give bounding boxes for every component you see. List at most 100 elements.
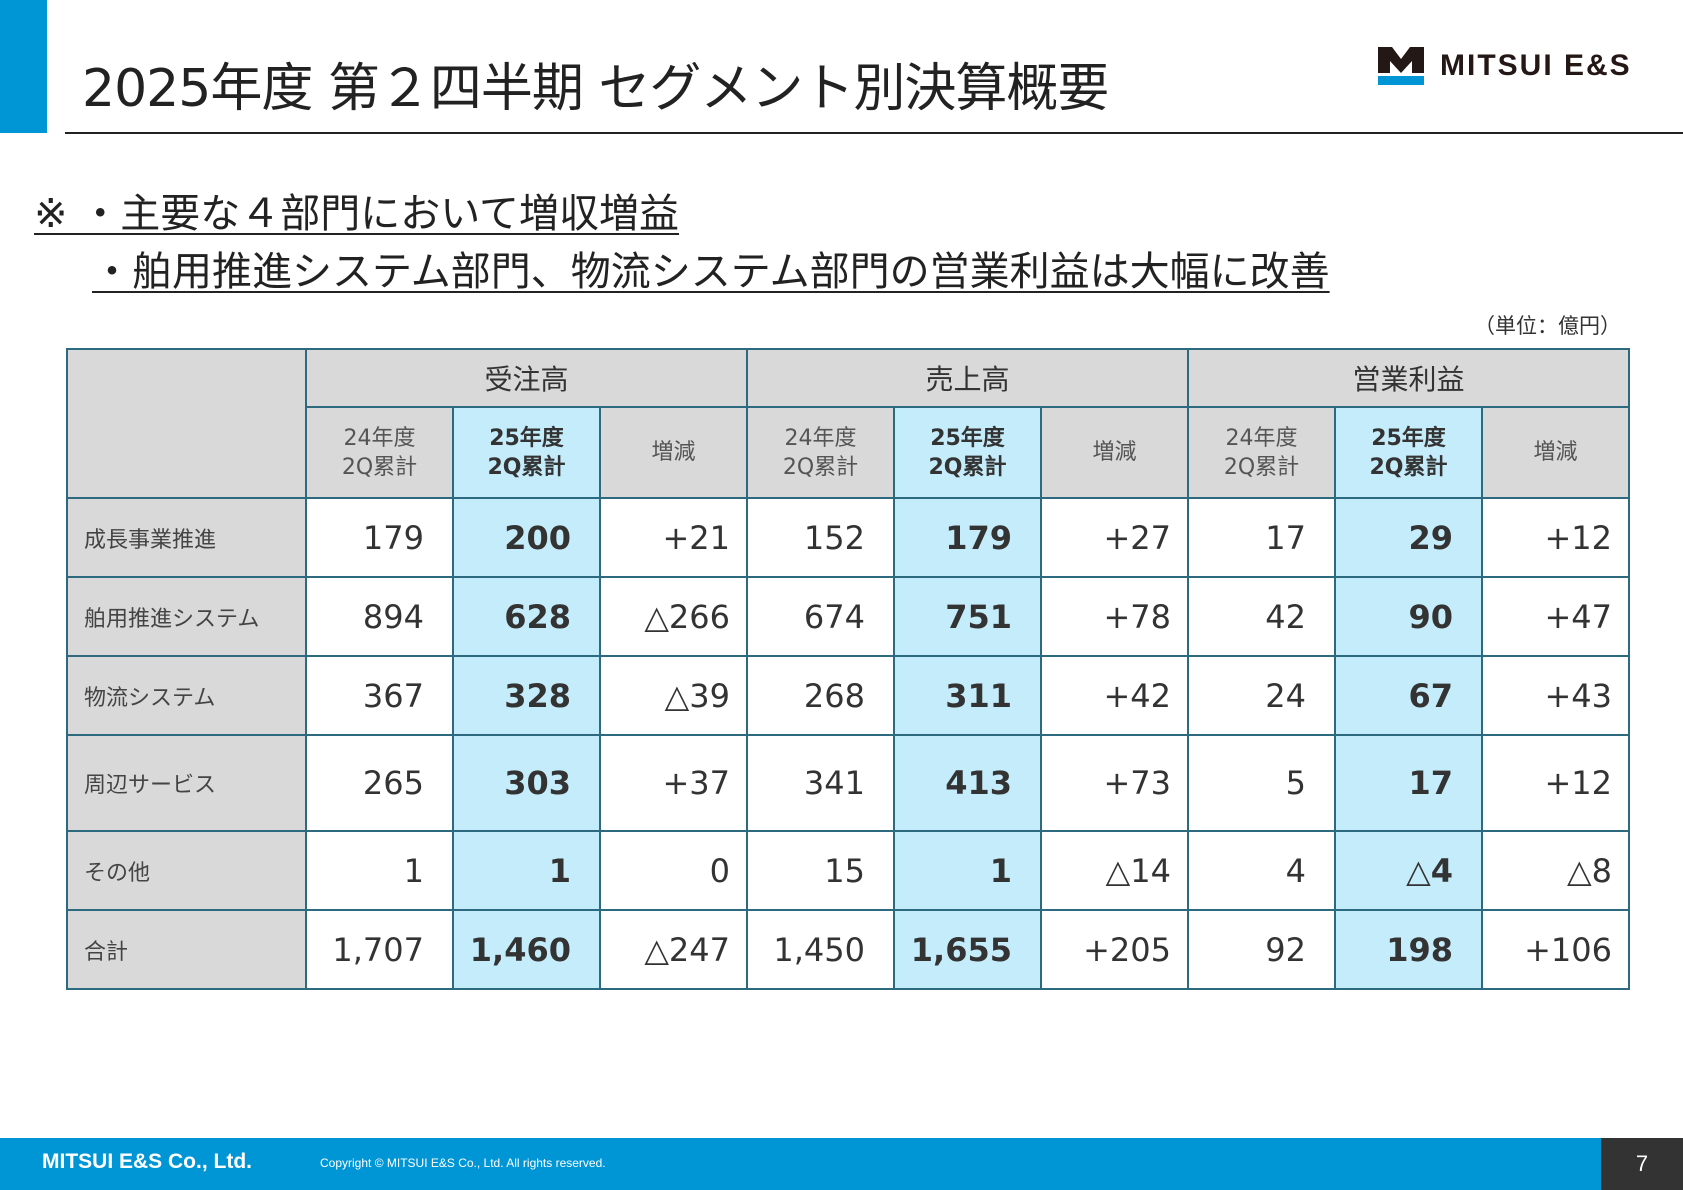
value-cell: 198	[1334, 909, 1483, 990]
table-row: 舶用推進システム 894 628 △266 674 751 +78 42 90 +47	[66, 576, 1630, 657]
sub-header: 25年度 2Q累計	[452, 406, 601, 499]
row-label: 合計	[66, 909, 307, 990]
sub-header: 25年度 2Q累計	[1334, 406, 1483, 499]
value-cell: 1	[893, 830, 1042, 911]
value-cell: +21	[599, 497, 748, 578]
value-cell: +78	[1040, 576, 1189, 657]
value-cell: +73	[1040, 734, 1189, 832]
value-cell: 92	[1187, 909, 1336, 990]
value-cell: 268	[746, 655, 895, 736]
company-logo: MITSUI E&S	[1378, 47, 1632, 85]
value-cell: +42	[1040, 655, 1189, 736]
group-header: 受注高	[305, 348, 748, 408]
value-cell: △39	[599, 655, 748, 736]
note-line: ※ ・主要な４部門において増収増益	[34, 191, 680, 237]
value-cell: +47	[1481, 576, 1630, 657]
value-cell: 17	[1334, 734, 1483, 832]
value-cell: 67	[1334, 655, 1483, 736]
table-row: 周辺サービス 265 303 +37 341 413 +73 5 17 +12	[66, 734, 1630, 832]
value-cell: 1	[452, 830, 601, 911]
accent-bar	[0, 0, 47, 133]
sub-header-line: 2Q累計	[341, 454, 418, 480]
value-cell: +27	[1040, 497, 1189, 578]
value-cell: △14	[1040, 830, 1189, 911]
value-cell: 42	[1187, 576, 1336, 657]
value-cell: 265	[305, 734, 454, 832]
sub-header-line: 2Q累計	[487, 454, 566, 480]
value-cell: 179	[893, 497, 1042, 578]
value-cell: 0	[599, 830, 748, 911]
sub-header: 増減	[1040, 406, 1189, 499]
value-cell: +12	[1481, 497, 1630, 578]
note-line: ・舶用推進システム部門、物流システム部門の営業利益は大幅に改善	[92, 249, 1330, 295]
value-cell: 24	[1187, 655, 1336, 736]
value-cell: 311	[893, 655, 1042, 736]
value-cell: +12	[1481, 734, 1630, 832]
row-label: 物流システム	[66, 655, 307, 736]
value-cell: 5	[1187, 734, 1336, 832]
page-number: 7	[1601, 1138, 1683, 1190]
summary-notes: ※ ・主要な４部門において増収増益 ・舶用推進システム部門、物流システム部門の営…	[34, 185, 1330, 301]
sub-header-line: 2Q累計	[1369, 454, 1448, 480]
sub-header-line: 25年度	[930, 425, 1005, 451]
table-row: 物流システム 367 328 △39 268 311 +42 24 67 +43	[66, 655, 1630, 736]
table-row: その他 1 1 0 15 1 △14 4 △4 △8	[66, 830, 1630, 911]
row-label: 舶用推進システム	[66, 576, 307, 657]
row-label: 周辺サービス	[66, 734, 307, 832]
sub-header: 24年度 2Q累計	[305, 406, 454, 499]
value-cell: 1,450	[746, 909, 895, 990]
value-cell: 4	[1187, 830, 1336, 911]
sub-header: 24年度 2Q累計	[746, 406, 895, 499]
value-cell: 413	[893, 734, 1042, 832]
group-header: 営業利益	[1187, 348, 1630, 408]
sub-header-line: 増減	[651, 440, 696, 465]
footer-copyright: Copyright © MITSUI E&S Co., Ltd. All rig…	[320, 1156, 606, 1170]
value-cell: 15	[746, 830, 895, 911]
sub-header-line: 増減	[1092, 440, 1137, 465]
unit-label: （単位：億円）	[1474, 314, 1621, 338]
value-cell: 17	[1187, 497, 1336, 578]
logo-mark-icon	[1378, 47, 1424, 85]
value-cell: 303	[452, 734, 601, 832]
value-cell: +37	[599, 734, 748, 832]
segment-table: 受注高 売上高 営業利益 24年度 2Q累計 25年度 2Q累計 増減 24年度 2Q累計 2…	[66, 348, 1630, 990]
sub-header-line: 24年度	[1225, 425, 1298, 451]
value-cell: 1,655	[893, 909, 1042, 990]
value-cell: 328	[452, 655, 601, 736]
value-cell: 894	[305, 576, 454, 657]
value-cell: +106	[1481, 909, 1630, 990]
value-cell: 628	[452, 576, 601, 657]
sub-header-line: 2Q累計	[928, 454, 1007, 480]
corner-cell	[66, 348, 307, 499]
value-cell: 1,707	[305, 909, 454, 990]
value-cell: 1	[305, 830, 454, 911]
value-cell: +205	[1040, 909, 1189, 990]
value-cell: 200	[452, 497, 601, 578]
sub-header: 増減	[1481, 406, 1630, 499]
value-cell: 90	[1334, 576, 1483, 657]
value-cell: 29	[1334, 497, 1483, 578]
value-cell: △4	[1334, 830, 1483, 911]
sub-header-line: 25年度	[489, 425, 564, 451]
value-cell: 341	[746, 734, 895, 832]
sub-header-line: 2Q累計	[782, 454, 859, 480]
value-cell: △266	[599, 576, 748, 657]
value-cell: 674	[746, 576, 895, 657]
value-cell: 179	[305, 497, 454, 578]
table-row: 合計 1,707 1,460 △247 1,450 1,655 +205 92 198 +106	[66, 909, 1630, 990]
value-cell: 152	[746, 497, 895, 578]
sub-header-line: 24年度	[343, 425, 416, 451]
value-cell: 1,460	[452, 909, 601, 990]
sub-header: 24年度 2Q累計	[1187, 406, 1336, 499]
row-label: その他	[66, 830, 307, 911]
row-label: 成長事業推進	[66, 497, 307, 578]
table-row: 成長事業推進 179 200 +21 152 179 +27 17 29 +12	[66, 497, 1630, 578]
sub-header-line: 2Q累計	[1223, 454, 1300, 480]
value-cell: 751	[893, 576, 1042, 657]
sub-header-line: 25年度	[1371, 425, 1446, 451]
title-divider	[65, 132, 1683, 134]
footer: MITSUI E&S Co., Ltd. Copyright © MITSUI …	[0, 1138, 1683, 1190]
sub-header-line: 24年度	[784, 425, 857, 451]
value-cell: △8	[1481, 830, 1630, 911]
value-cell: 367	[305, 655, 454, 736]
